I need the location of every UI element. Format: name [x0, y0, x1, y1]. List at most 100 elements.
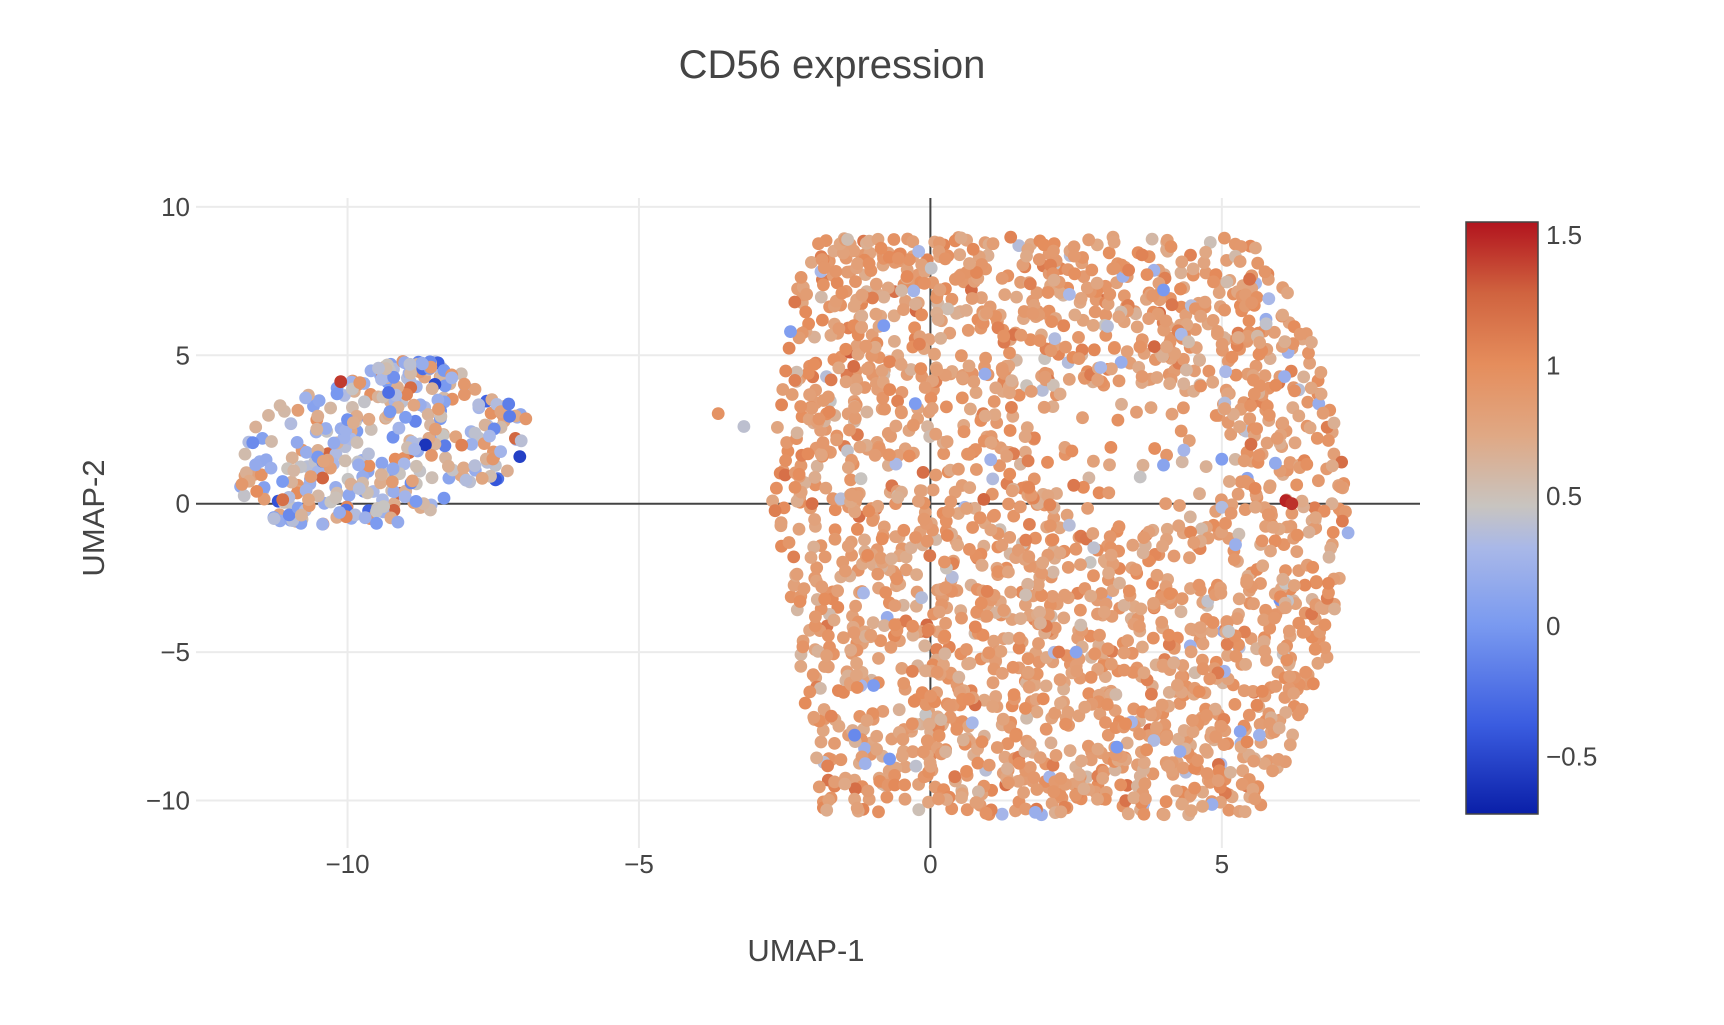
data-point [851, 257, 864, 270]
data-point [1249, 241, 1262, 255]
data-point [1175, 592, 1189, 606]
data-point [1134, 602, 1148, 616]
data-point [1024, 333, 1037, 347]
data-point [990, 741, 1004, 754]
data-point [1233, 255, 1247, 268]
data-point [835, 286, 849, 300]
data-point [1150, 371, 1164, 384]
data-point [1053, 387, 1067, 401]
data-point [1290, 528, 1304, 542]
data-point [1195, 522, 1208, 536]
data-point [942, 505, 955, 518]
data-point [1268, 534, 1282, 548]
data-point [963, 481, 977, 494]
data-point [1032, 637, 1045, 650]
data-point [1295, 494, 1309, 508]
data-point [879, 586, 893, 599]
data-point [918, 639, 932, 653]
data-point [1019, 802, 1032, 816]
data-point [1019, 598, 1032, 612]
data-point [1049, 749, 1063, 762]
data-point [1003, 467, 1017, 481]
data-point [968, 620, 982, 634]
data-point [1048, 706, 1062, 720]
data-point [1217, 738, 1231, 751]
data-point [1183, 510, 1197, 524]
data-point [848, 412, 862, 425]
data-point [847, 360, 861, 373]
data-point [1019, 533, 1033, 547]
x-axis-title: UMAP-1 [747, 933, 864, 968]
data-point [848, 401, 862, 414]
data-point [1103, 458, 1116, 472]
data-point [1253, 728, 1266, 742]
data-point [1130, 405, 1143, 419]
data-point [1290, 478, 1304, 492]
data-point [1082, 687, 1096, 700]
data-point [1224, 506, 1238, 520]
data-point [1000, 762, 1014, 775]
data-point [1193, 487, 1206, 501]
data-point [1236, 764, 1250, 778]
data-point [1069, 645, 1083, 659]
data-point [1200, 767, 1214, 780]
data-point [975, 559, 989, 572]
data-point [945, 570, 959, 584]
data-point [254, 468, 268, 482]
data-point [1167, 549, 1181, 563]
data-point [1067, 249, 1081, 263]
data-point [1043, 498, 1057, 512]
data-point [1030, 705, 1044, 719]
data-point [1099, 716, 1112, 729]
data-point [1174, 424, 1188, 438]
data-point [1155, 698, 1169, 712]
data-point [1188, 781, 1201, 795]
data-point [438, 439, 452, 453]
data-point [287, 464, 301, 477]
data-point [1156, 658, 1170, 672]
data-point [907, 418, 920, 432]
colorbar-tick-label: 1.5 [1546, 220, 1582, 250]
data-point [1003, 531, 1017, 544]
data-point [877, 319, 891, 332]
data-point [848, 728, 861, 742]
data-point [1088, 305, 1102, 319]
data-point [874, 634, 887, 648]
data-point [782, 536, 796, 549]
data-point [828, 532, 842, 546]
data-point [1146, 289, 1160, 303]
data-point [875, 532, 889, 546]
data-point [832, 719, 846, 733]
data-point [1075, 754, 1088, 768]
data-point [1044, 344, 1058, 357]
data-point [1114, 778, 1128, 792]
data-point [1097, 605, 1111, 619]
y-tick-label: −5 [160, 637, 190, 667]
data-point [246, 436, 260, 450]
data-point [1282, 624, 1296, 638]
data-point [802, 317, 815, 331]
data-point [1137, 756, 1151, 769]
data-point [1300, 457, 1314, 471]
data-point [849, 599, 862, 613]
data-point [1318, 641, 1332, 655]
data-point [1298, 578, 1312, 592]
data-point [1068, 267, 1081, 281]
data-point [1244, 399, 1257, 412]
data-point [403, 357, 417, 371]
data-point [895, 662, 909, 675]
data-point [1074, 603, 1087, 617]
data-point [1215, 452, 1229, 466]
data-point [996, 712, 1010, 726]
data-point [1086, 319, 1100, 332]
data-point [810, 561, 824, 575]
data-point [850, 801, 864, 815]
data-point [850, 681, 864, 694]
data-point [1269, 679, 1283, 693]
data-point [1184, 645, 1198, 659]
data-point [918, 381, 932, 394]
data-point [1159, 314, 1173, 328]
chart-title: CD56 expression [679, 43, 986, 87]
data-point [1001, 737, 1015, 751]
data-point [407, 398, 421, 412]
